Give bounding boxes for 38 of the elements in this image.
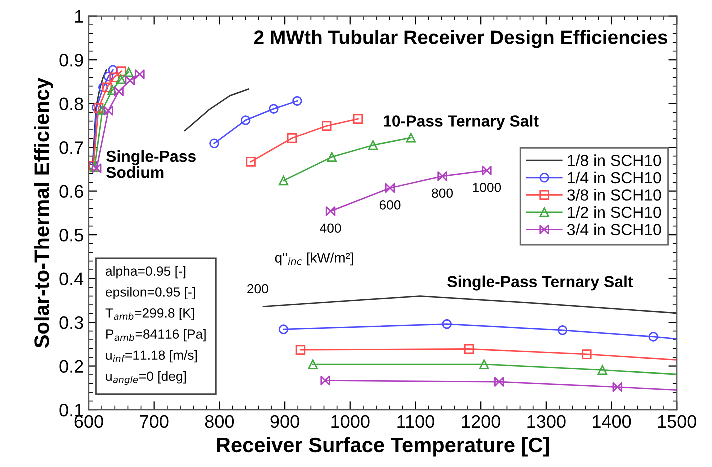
x-tick-label: 600: [74, 415, 104, 428]
y-tick-label: 0.6: [60, 185, 84, 198]
x-tick-label: 1300: [528, 415, 566, 428]
y-tick-label: 0.5: [60, 228, 84, 242]
x-tick-label: 1400: [593, 415, 632, 428]
y-axis-title: Solar-to-Thermal Efficiency: [34, 78, 54, 348]
y-tick-label: 0.8: [60, 98, 84, 111]
legend-label: 1/2 in SCH10: [568, 206, 662, 218]
y-tick-label: 0.4: [60, 272, 84, 286]
legend-label: 3/4 in SCH10: [568, 224, 662, 236]
text: alpha=0.95 [-] epsilon=0.95 [-] T$_{amb}$=299.8 [K] P$_{amb}$=84116 [Pa] u$_{inf}$=11.18 [m/s] u$_{angle}$=0 [deg]: [106, 266, 206, 386]
x-tick-label: 1000: [332, 415, 370, 428]
annotation: 200: [248, 284, 268, 294]
annotation: 400: [320, 224, 342, 234]
legend-label: 3/8 in SCH10: [568, 189, 662, 201]
x-tick-label: 900: [270, 415, 300, 428]
x-tick-label: 800: [205, 415, 234, 428]
annotation: 1000: [473, 183, 502, 192]
text: 2 MWth Tubular Receiver Design Efficiencies: [254, 30, 668, 48]
y-tick-label: 1: [75, 10, 84, 23]
y-tick-label: 0.9: [60, 54, 84, 67]
x-tick-label: 700: [140, 415, 169, 428]
annotation: 800: [432, 188, 454, 198]
x-tick-label: 1100: [398, 415, 434, 428]
x-tick-label: 1200: [462, 415, 500, 428]
annotation: Single-Pass Sodium: [106, 150, 196, 178]
legend-label: 1/4 in SCH10: [568, 172, 662, 184]
annotation: 10-Pass Ternary Salt: [384, 115, 539, 130]
annotation: 600: [380, 200, 401, 210]
x-tick-label: 1500: [658, 415, 696, 428]
x-axis-title: Receiver Surface Temperature [C]: [217, 437, 550, 457]
annotation: q''$_{inc}$ [kW/m²]: [275, 252, 354, 266]
y-tick-label: 0.1: [60, 404, 84, 417]
y-tick-label: 0.3: [60, 316, 84, 330]
legend-label: 1/8 in SCH10: [568, 154, 662, 166]
annotation: Single-Pass Ternary Salt: [448, 276, 634, 291]
y-tick-label: 0.2: [60, 360, 84, 374]
y-tick-label: 0.7: [60, 142, 84, 154]
